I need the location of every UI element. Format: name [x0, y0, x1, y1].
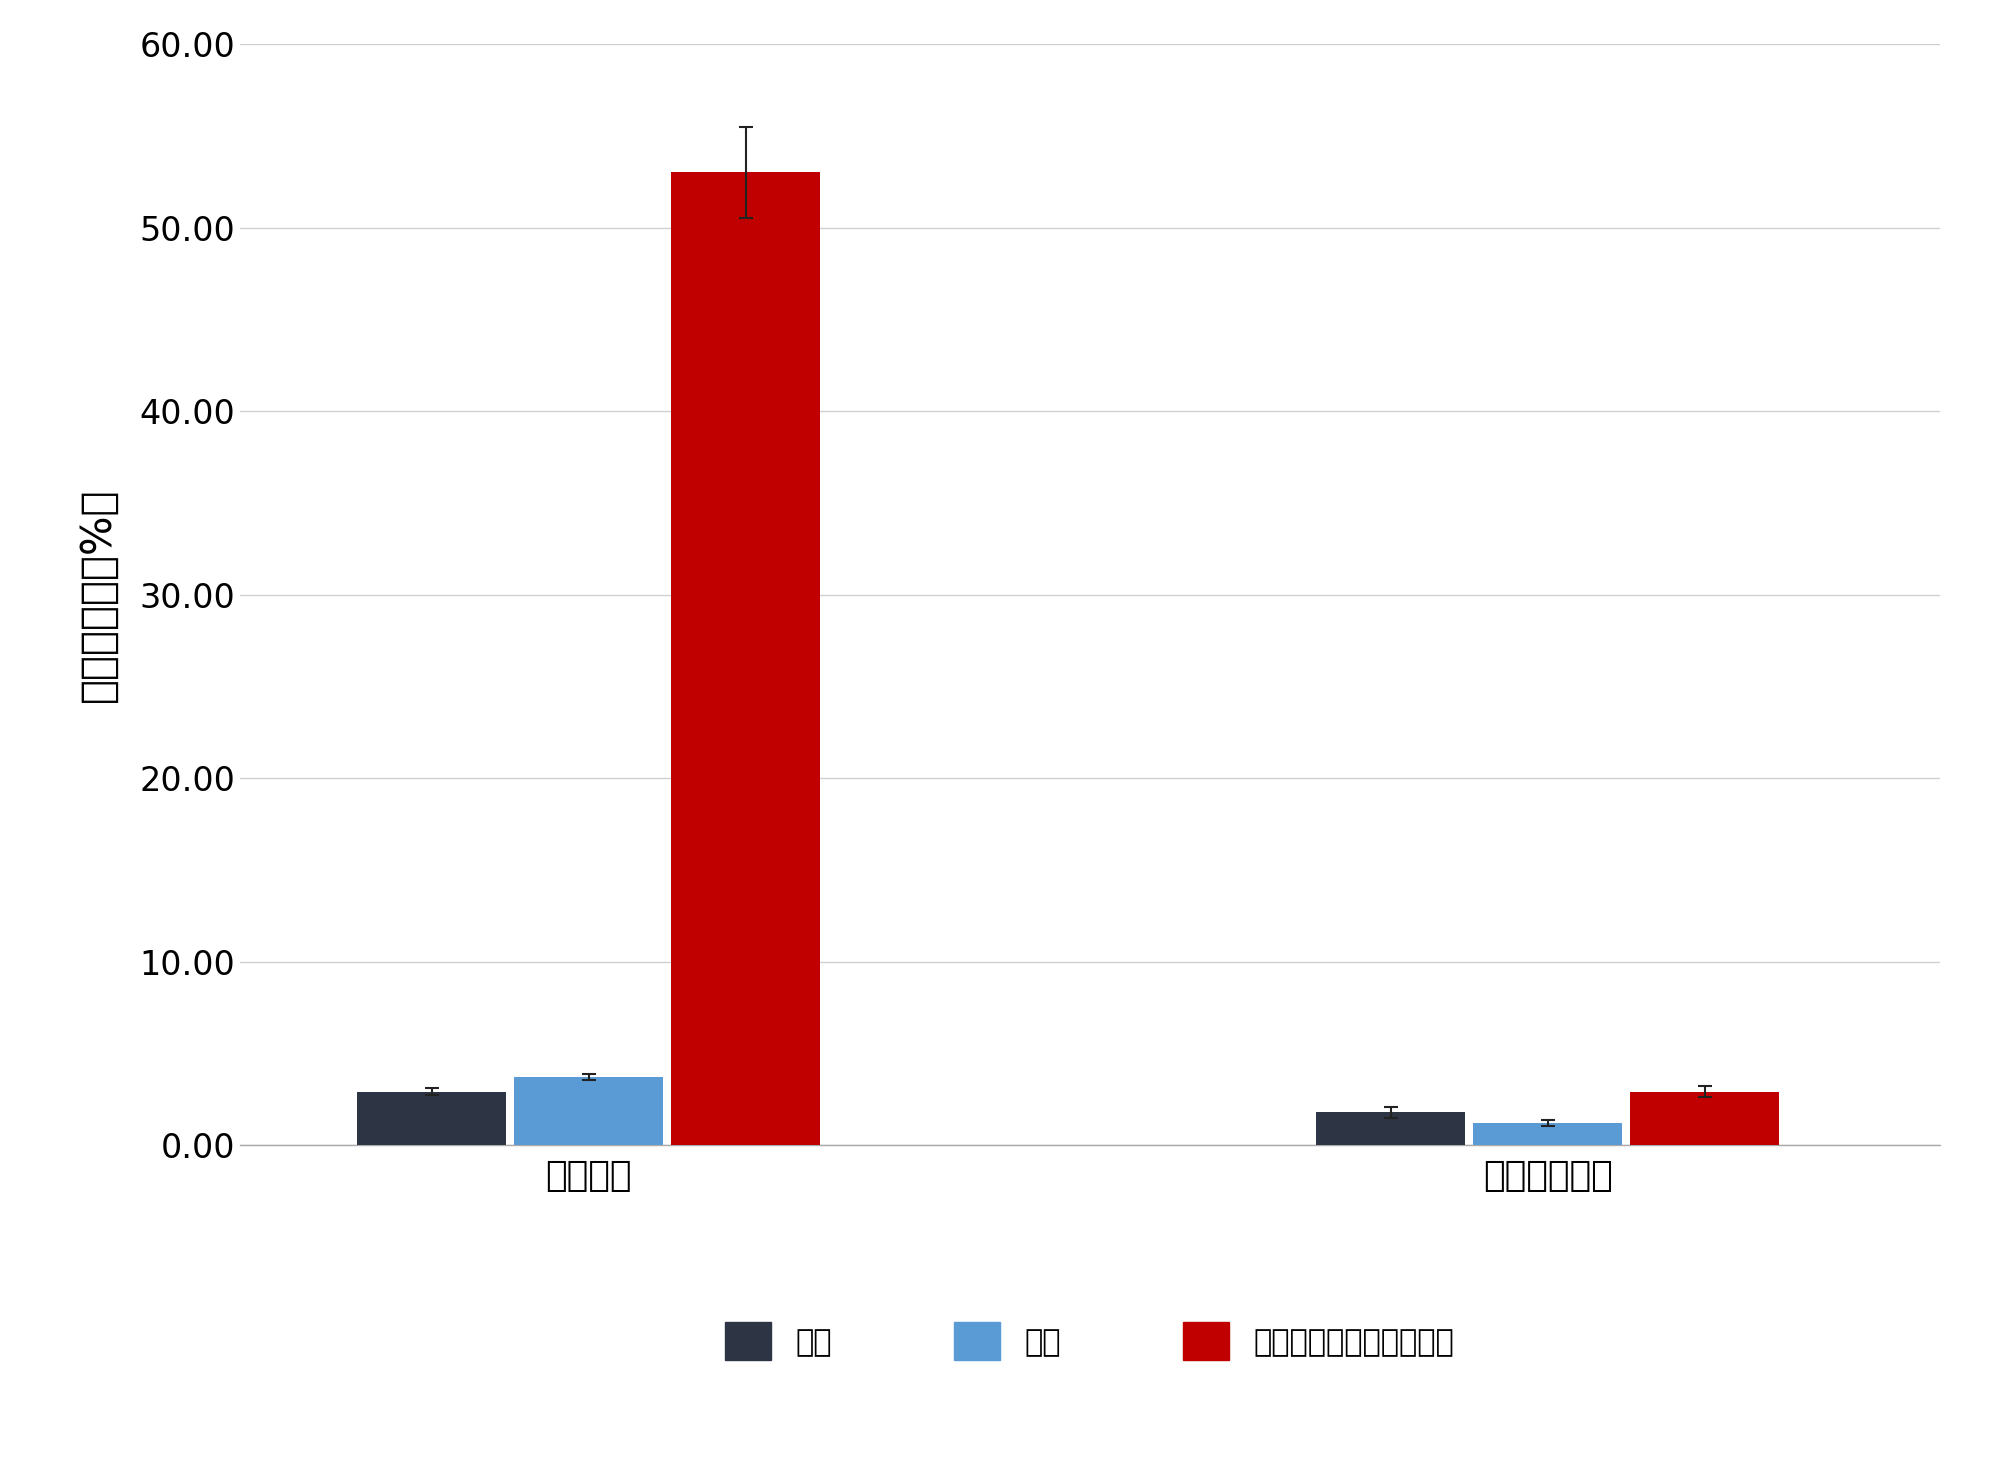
- Bar: [514, 1078, 664, 1145]
- Legend: 手動, 自動, 固定化トリプシンキット: 手動, 自動, 固定化トリプシンキット: [714, 1311, 1466, 1373]
- Bar: [358, 1092, 506, 1145]
- Bar: [1630, 1092, 1780, 1145]
- Bar: [1316, 1113, 1466, 1145]
- Bar: [1474, 1123, 1622, 1145]
- Y-axis label: 相対存在量（%）: 相対存在量（%）: [76, 487, 118, 702]
- Bar: [672, 173, 820, 1145]
